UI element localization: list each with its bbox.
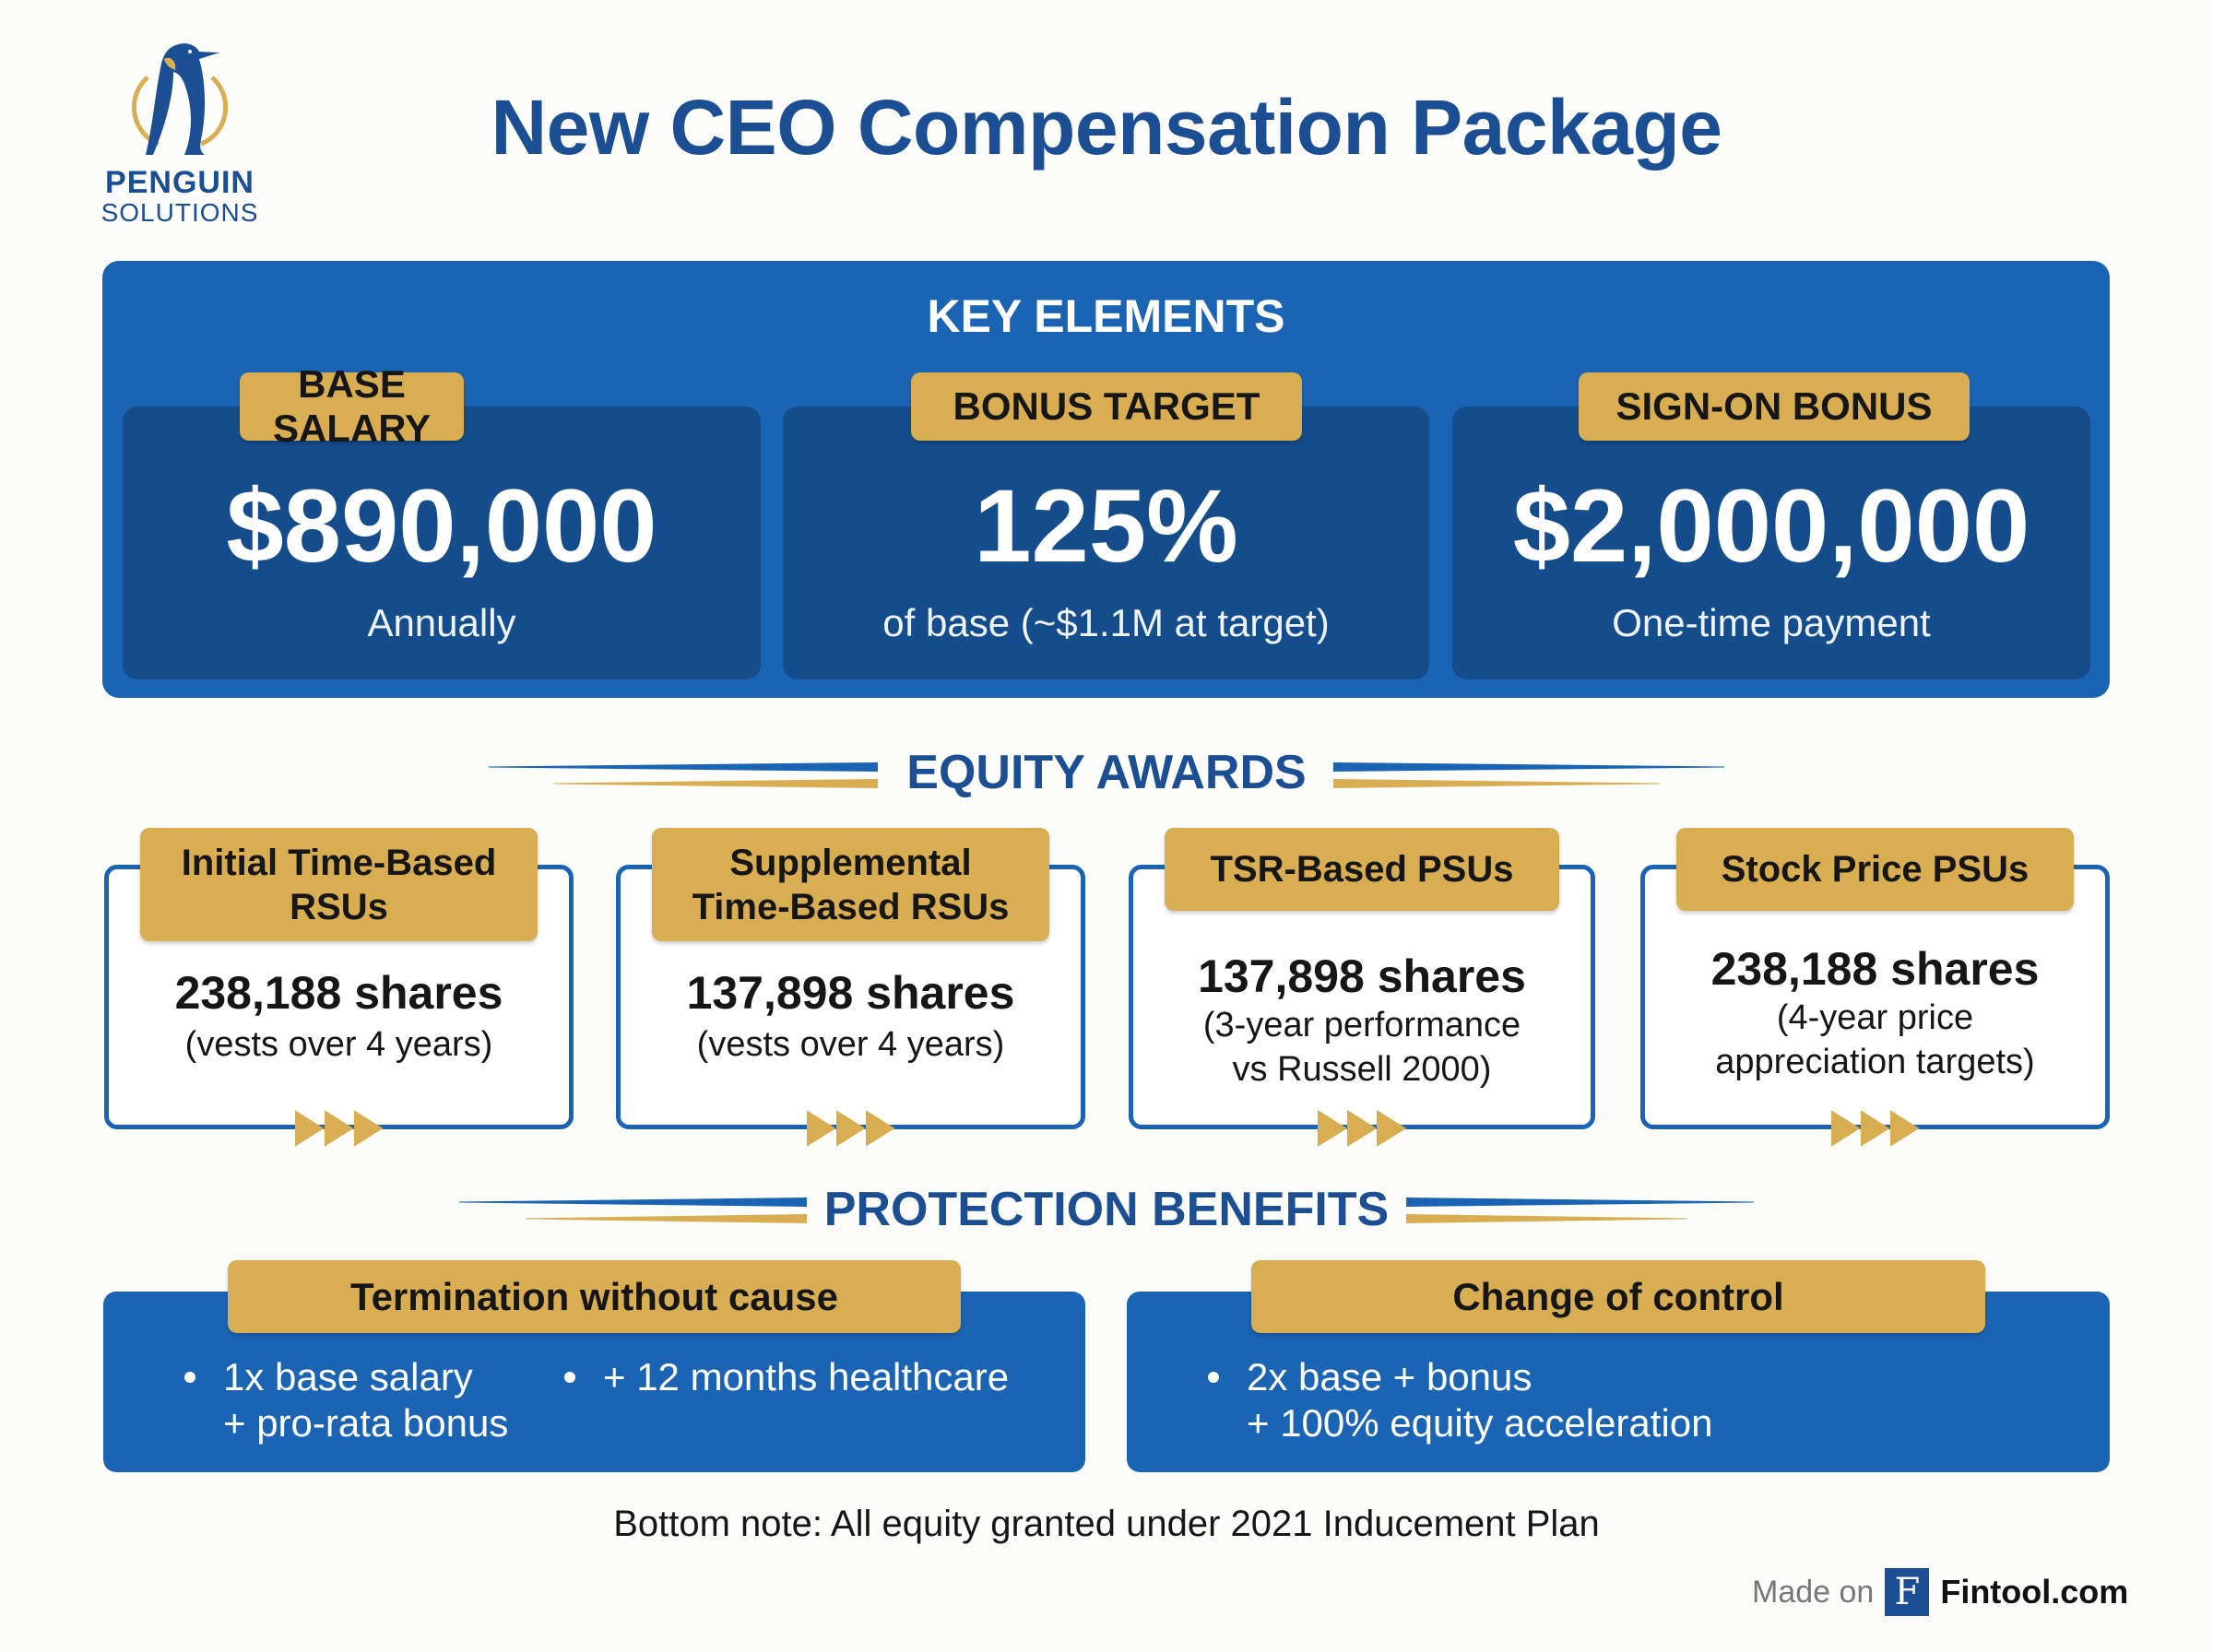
badge-line: Initial Time-Based <box>181 842 497 883</box>
penguin-icon <box>131 43 229 155</box>
made-on-label: Made on <box>1752 1574 1875 1610</box>
share-count: 238,188 shares <box>174 967 503 1019</box>
sign-on-bonus-card: SIGN-ON BONUS $2,000,000 One-time paymen… <box>1452 372 2090 679</box>
equity-badge: Stock Price PSUs <box>1676 828 2074 911</box>
equity-card-tsr-psus: TSR-Based PSUs 137,898 shares (3-year pe… <box>1129 828 1595 1147</box>
fintool-logo-icon: F <box>1885 1568 1930 1616</box>
base-salary-badge: BASE SALARY <box>240 362 464 450</box>
divider-line <box>489 762 878 772</box>
bonus-target-value: 125% <box>974 468 1238 584</box>
logo-subtitle: SOLUTIONS <box>101 198 259 227</box>
divider-line <box>459 1198 807 1207</box>
equity-card-stock-price-psus: Stock Price PSUs 238,188 shares (4-year … <box>1640 828 2110 1147</box>
logo-name: PENGUIN <box>105 165 254 200</box>
made-on-fintool[interactable]: Made on F Fintool.com <box>1752 1567 2128 1617</box>
base-salary-sub: Annually <box>367 601 516 644</box>
bonus-target-card: BONUS TARGET 125% of base (~$1.1M at tar… <box>783 372 1429 679</box>
protection-benefits-heading: PROTECTION BENEFITS <box>0 1177 2213 1242</box>
vesting-desc: (vests over 4 years) <box>696 1025 1005 1064</box>
termination-badge: Termination without cause <box>228 1260 961 1333</box>
equity-awards-title: EQUITY AWARDS <box>906 746 1307 799</box>
equity-badge: TSR-Based PSUs <box>1165 828 1559 911</box>
badge-line: Supplemental <box>729 842 972 883</box>
equity-badge: Supplemental Time-Based RSUs <box>652 828 1049 941</box>
bonus-target-sub: of base (~$1.1M at target) <box>882 601 1330 644</box>
triple-arrow-icon <box>1830 1110 1920 1147</box>
performance-desc: vs Russell 2000) <box>1232 1050 1492 1089</box>
bullet-item: + 12 months healthcare <box>564 1354 1009 1400</box>
divider-line <box>1333 779 1660 788</box>
vesting-desc: (vests over 4 years) <box>184 1025 493 1064</box>
company-logo: PENGUIN SOLUTIONS <box>92 37 267 230</box>
performance-desc: (4-year price <box>1776 998 1974 1037</box>
bullet-icon <box>1208 1372 1219 1383</box>
equity-awards-heading: EQUITY AWARDS <box>0 740 2213 805</box>
base-salary-value: $890,000 <box>226 468 657 584</box>
badge-line: RSUs <box>290 886 388 927</box>
divider-line <box>1333 762 1724 772</box>
triple-arrow-icon <box>1318 1110 1406 1147</box>
bullet-text: 2x base + bonus <box>1247 1355 1533 1398</box>
sign-on-bonus-badge: SIGN-ON BONUS <box>1579 372 1970 441</box>
divider-line <box>1406 1198 1754 1207</box>
bullet-icon <box>184 1372 195 1383</box>
performance-desc: appreciation targets) <box>1715 1043 2035 1081</box>
bullet-text: + pro-rata bonus <box>223 1401 509 1445</box>
bullet-text: + 12 months healthcare <box>603 1355 1010 1398</box>
equity-card-initial-rsus: Initial Time-Based RSUs 238,188 shares (… <box>104 828 574 1147</box>
equity-card-supplemental-rsus: Supplemental Time-Based RSUs 137,898 sha… <box>616 828 1085 1147</box>
bullet-item: 2x base + bonus + 100% equity accelerati… <box>1208 1354 1713 1446</box>
equity-badge: Initial Time-Based RSUs <box>140 828 538 941</box>
divider-line <box>1406 1214 1687 1223</box>
bottom-note: Bottom note: All equity granted under 20… <box>613 1504 1600 1544</box>
badge-line: Time-Based RSUs <box>692 886 1010 927</box>
triple-arrow-icon <box>806 1110 895 1147</box>
change-of-control-box: Change of control 2x base + bonus + 100%… <box>1127 1260 2110 1472</box>
page-title: New CEO Compensation Package <box>491 84 1722 171</box>
protection-benefits-title: PROTECTION BENEFITS <box>823 1183 1390 1236</box>
share-count: 238,188 shares <box>1710 943 2040 995</box>
key-elements-heading: KEY ELEMENTS <box>927 290 1285 342</box>
bullet-text: + 100% equity acceleration <box>1247 1401 1713 1445</box>
key-elements-panel: KEY ELEMENTS BASE SALARY $890,000 Annual… <box>102 261 2110 698</box>
change-of-control-badge: Change of control <box>1251 1260 1985 1333</box>
bullet-text: 1x base salary <box>223 1355 473 1398</box>
bullet-icon <box>564 1372 575 1383</box>
divider-line <box>526 1214 807 1223</box>
base-salary-card: BASE SALARY $890,000 Annually <box>123 362 761 679</box>
share-count: 137,898 shares <box>686 967 1015 1019</box>
sign-on-bonus-value: $2,000,000 <box>1512 468 2030 584</box>
bullet-item: 1x base salary + pro-rata bonus <box>184 1354 508 1446</box>
sign-on-bonus-sub: One-time payment <box>1612 601 1931 644</box>
share-count: 137,898 shares <box>1198 950 1526 1002</box>
bonus-target-badge: BONUS TARGET <box>911 372 1302 441</box>
fintool-link[interactable]: Fintool.com <box>1940 1573 2129 1611</box>
termination-box: Termination without cause 1x base salary… <box>103 1260 1085 1472</box>
triple-arrow-icon <box>294 1110 384 1147</box>
performance-desc: (3-year performance <box>1202 1006 1521 1044</box>
divider-line <box>553 779 878 788</box>
